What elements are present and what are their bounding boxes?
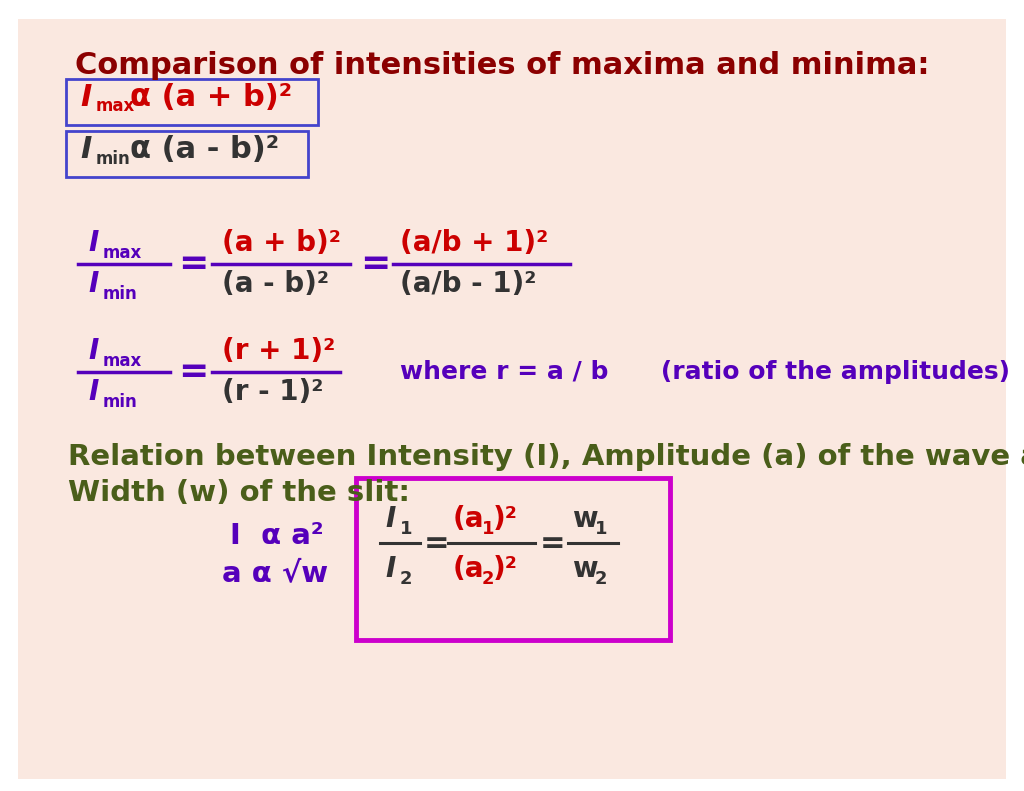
Text: =: = bbox=[178, 355, 208, 389]
Text: I: I bbox=[88, 270, 98, 298]
Text: I: I bbox=[80, 84, 91, 112]
FancyBboxPatch shape bbox=[18, 19, 1006, 779]
Text: (a - b)²: (a - b)² bbox=[222, 270, 329, 298]
Text: where r = a / b      (ratio of the amplitudes): where r = a / b (ratio of the amplitudes… bbox=[400, 360, 1010, 384]
Text: 2: 2 bbox=[482, 570, 495, 588]
Text: min: min bbox=[103, 285, 138, 303]
Text: min: min bbox=[96, 150, 131, 168]
Text: )²: )² bbox=[493, 555, 518, 583]
FancyBboxPatch shape bbox=[356, 478, 670, 640]
Text: (a: (a bbox=[453, 555, 484, 583]
Text: α (a - b)²: α (a - b)² bbox=[130, 135, 280, 165]
Text: I: I bbox=[88, 229, 98, 257]
Text: 2: 2 bbox=[400, 570, 413, 588]
Text: Width (w) of the slit:: Width (w) of the slit: bbox=[68, 479, 410, 507]
Text: )²: )² bbox=[493, 505, 518, 533]
Text: I: I bbox=[88, 337, 98, 365]
Text: =: = bbox=[541, 528, 566, 558]
Text: 1: 1 bbox=[482, 520, 495, 538]
Text: I: I bbox=[385, 505, 395, 533]
FancyBboxPatch shape bbox=[66, 131, 308, 177]
Text: (a/b + 1)²: (a/b + 1)² bbox=[400, 229, 548, 257]
Text: max: max bbox=[103, 352, 142, 370]
Text: (a: (a bbox=[453, 505, 484, 533]
Text: (r - 1)²: (r - 1)² bbox=[222, 378, 324, 406]
Text: (a/b - 1)²: (a/b - 1)² bbox=[400, 270, 537, 298]
Text: 2: 2 bbox=[595, 570, 607, 588]
Text: a α √w: a α √w bbox=[222, 559, 328, 587]
Text: (a + b)²: (a + b)² bbox=[222, 229, 341, 257]
Text: min: min bbox=[103, 393, 138, 411]
Text: max: max bbox=[103, 244, 142, 262]
Text: I: I bbox=[385, 555, 395, 583]
Text: I: I bbox=[88, 378, 98, 406]
Text: =: = bbox=[178, 247, 208, 281]
Text: max: max bbox=[96, 97, 135, 115]
Text: α (a + b)²: α (a + b)² bbox=[130, 84, 292, 112]
Text: w: w bbox=[572, 555, 598, 583]
Text: w: w bbox=[572, 505, 598, 533]
Text: Relation between Intensity (I), Amplitude (a) of the wave and: Relation between Intensity (I), Amplitud… bbox=[68, 443, 1024, 471]
Text: I  α a²: I α a² bbox=[230, 522, 324, 550]
Text: 1: 1 bbox=[595, 520, 607, 538]
Text: 1: 1 bbox=[400, 520, 413, 538]
Text: =: = bbox=[424, 528, 450, 558]
Text: I: I bbox=[80, 135, 91, 165]
Text: =: = bbox=[359, 247, 390, 281]
FancyBboxPatch shape bbox=[66, 79, 318, 125]
Text: (r + 1)²: (r + 1)² bbox=[222, 337, 335, 365]
Text: Comparison of intensities of maxima and minima:: Comparison of intensities of maxima and … bbox=[75, 51, 930, 80]
